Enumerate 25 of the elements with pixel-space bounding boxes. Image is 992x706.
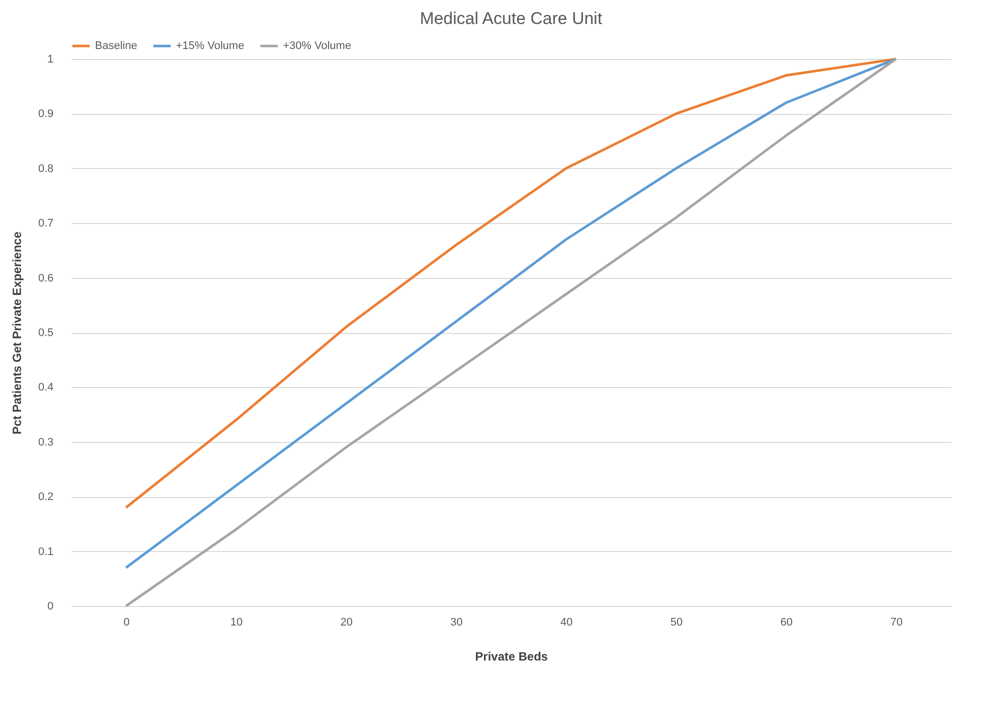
y-tick-label: 0.3 (38, 436, 54, 448)
x-tick-label: 30 (450, 616, 463, 628)
x-axis-title: Private Beds (475, 650, 548, 664)
y-tick-label: 0.8 (38, 162, 54, 175)
y-tick-label: 0.9 (38, 108, 54, 120)
y-tick-label: 1 (47, 54, 54, 66)
x-tick-label: 0 (123, 616, 130, 628)
x-tick-label: 50 (670, 616, 683, 628)
x-tick-label: 60 (780, 616, 793, 628)
legend-label: +15% Volume (176, 40, 244, 52)
y-tick-label: 0.5 (38, 327, 54, 339)
x-tick-label: 70 (890, 616, 903, 628)
chart-title: Medical Acute Care Unit (420, 9, 602, 28)
x-tick-label: 20 (340, 616, 353, 628)
legend-label: +30% Volume (283, 40, 352, 52)
y-tick-label: 0.7 (38, 218, 54, 230)
legend-label: Baseline (95, 40, 138, 52)
y-tick-label: 0.1 (38, 546, 54, 558)
y-tick-label: 0 (47, 600, 54, 612)
y-tick-label: 0.6 (38, 272, 54, 284)
x-tick-label: 10 (230, 616, 243, 628)
y-axis-title: Pct Patients Get Private Experience (10, 231, 24, 434)
y-tick-label: 0.4 (38, 382, 54, 394)
y-tick-label: 0.2 (38, 491, 54, 504)
x-tick-label: 40 (560, 616, 573, 628)
